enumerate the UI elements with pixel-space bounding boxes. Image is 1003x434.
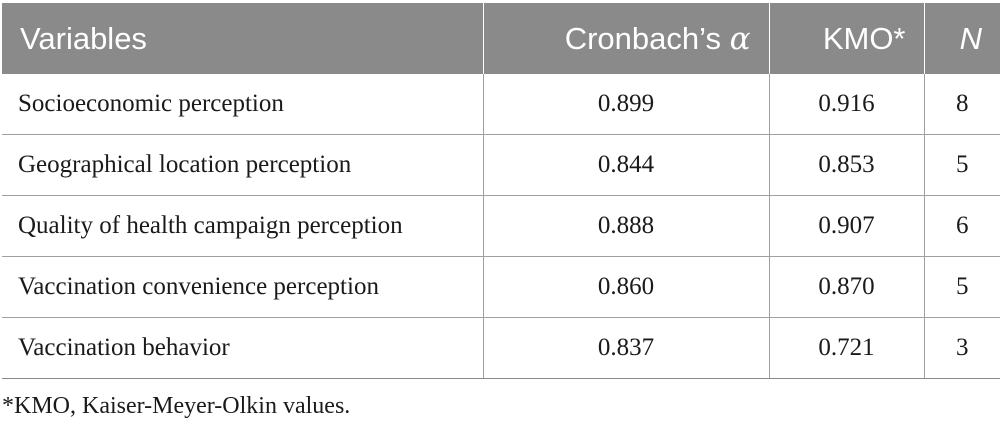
table-row: Socioeconomic perception 0.899 0.916 8 bbox=[2, 74, 1000, 135]
header-cronbach-label: Cronbach’s bbox=[564, 20, 730, 56]
cell-n: 3 bbox=[923, 317, 1000, 379]
table-row: Geographical location perception 0.844 0… bbox=[2, 134, 1000, 196]
reliability-table-container: Variables Cronbach’s α KMO* N Socioecono… bbox=[2, 3, 1000, 379]
table-footnote: *KMO, Kaiser-Meyer-Olkin values. bbox=[2, 393, 351, 419]
cell-kmo: 0.853 bbox=[768, 134, 924, 196]
table-row: Vaccination convenience perception 0.860… bbox=[2, 256, 1000, 318]
header-n-label: N bbox=[959, 20, 982, 56]
header-n: N bbox=[923, 3, 1000, 74]
cell-kmo: 0.721 bbox=[768, 317, 924, 379]
cell-n: 8 bbox=[923, 74, 1000, 135]
cell-cronbach: 0.860 bbox=[482, 256, 769, 318]
cell-n: 6 bbox=[923, 195, 1000, 257]
table-body: Socioeconomic perception 0.899 0.916 8 G… bbox=[2, 74, 1000, 379]
header-row: Variables Cronbach’s α KMO* N bbox=[2, 3, 1000, 74]
header-cronbach-alpha: Cronbach’s α bbox=[482, 3, 769, 74]
cell-variable: Geographical location perception bbox=[2, 134, 483, 196]
cell-variable: Socioeconomic perception bbox=[2, 74, 483, 135]
cell-n: 5 bbox=[923, 134, 1000, 196]
cell-cronbach: 0.837 bbox=[482, 317, 769, 379]
reliability-table: Variables Cronbach’s α KMO* N Socioecono… bbox=[2, 3, 1000, 379]
cell-variable: Vaccination behavior bbox=[2, 317, 483, 379]
cell-kmo: 0.916 bbox=[768, 74, 924, 135]
cell-n: 5 bbox=[923, 256, 1000, 318]
cell-cronbach: 0.844 bbox=[482, 134, 769, 196]
table-row: Quality of health campaign perception 0.… bbox=[2, 195, 1000, 257]
cell-cronbach: 0.888 bbox=[482, 195, 769, 257]
table-row: Vaccination behavior 0.837 0.721 3 bbox=[2, 317, 1000, 379]
alpha-symbol: α bbox=[729, 20, 751, 57]
header-variables: Variables bbox=[2, 3, 483, 74]
table-header: Variables Cronbach’s α KMO* N bbox=[2, 3, 1000, 74]
header-kmo: KMO* bbox=[768, 3, 924, 74]
cell-cronbach: 0.899 bbox=[482, 74, 769, 135]
cell-kmo: 0.870 bbox=[768, 256, 924, 318]
cell-variable: Vaccination convenience perception bbox=[2, 256, 483, 318]
cell-kmo: 0.907 bbox=[768, 195, 924, 257]
cell-variable: Quality of health campaign perception bbox=[2, 195, 483, 257]
